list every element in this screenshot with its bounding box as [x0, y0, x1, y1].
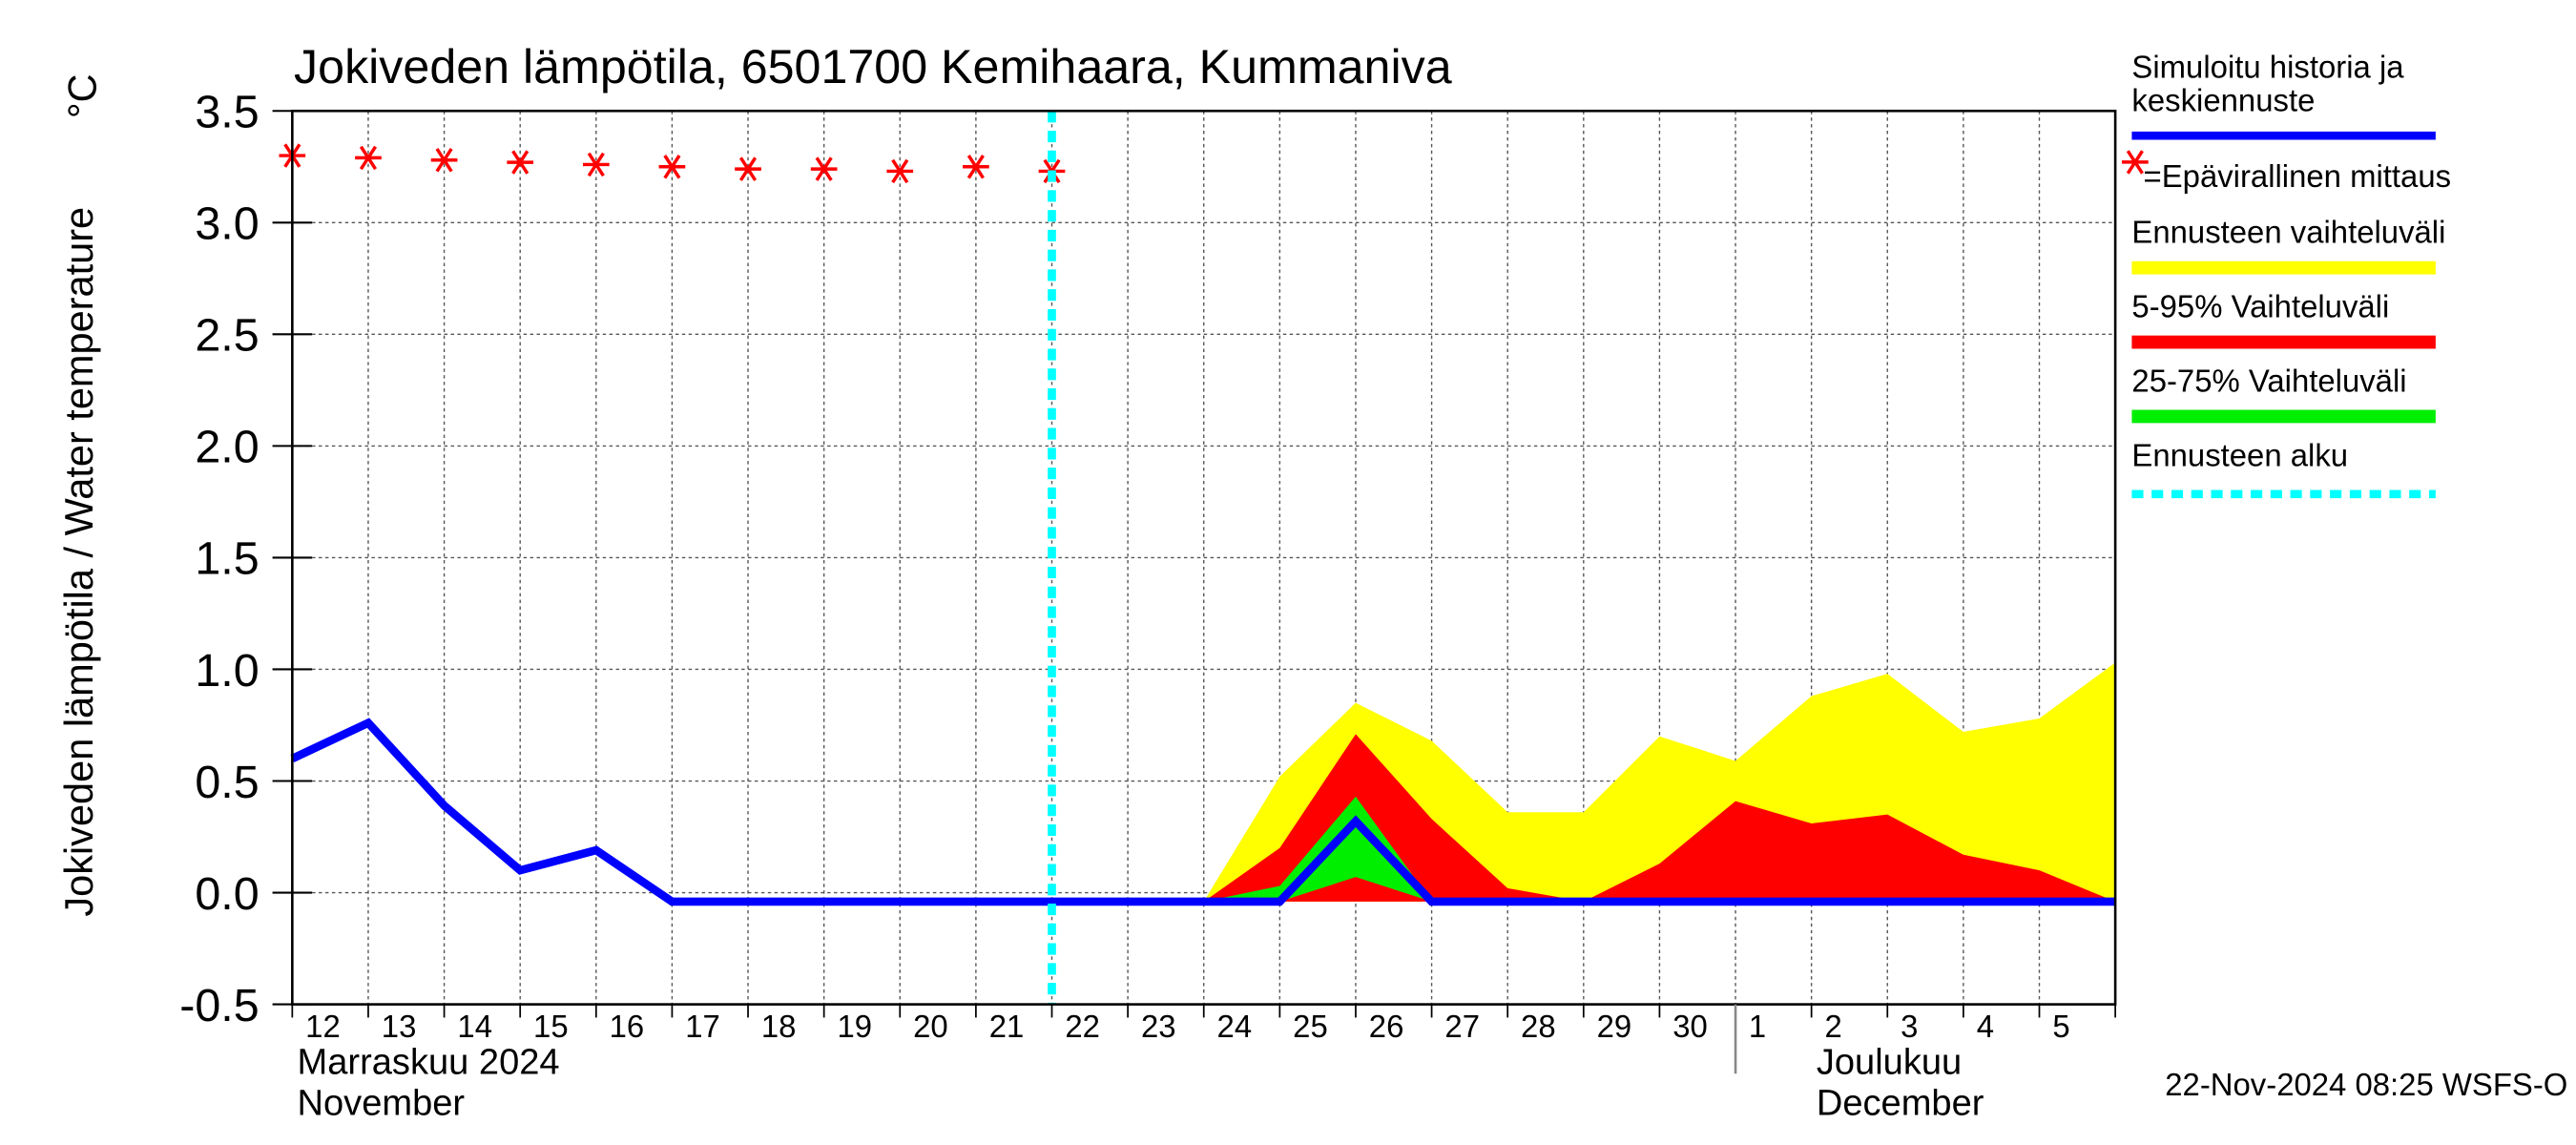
- month-label: Marraskuu 2024: [298, 1042, 560, 1082]
- x-tick-label: 13: [382, 1009, 417, 1044]
- y-tick-label: 2.0: [195, 422, 259, 473]
- range-band: [1203, 796, 1432, 902]
- x-tick-label: 21: [989, 1009, 1025, 1044]
- chart-title: Jokiveden lämpötila, 6501700 Kemihaara, …: [294, 40, 1452, 94]
- x-tick-label: 3: [1901, 1009, 1918, 1044]
- x-tick-label: 17: [685, 1009, 720, 1044]
- y-tick-label: 1.0: [195, 645, 259, 697]
- month-label: Joulukuu: [1817, 1042, 1962, 1082]
- y-tick-label: 2.5: [195, 310, 259, 362]
- x-tick-label: 2: [1824, 1009, 1841, 1044]
- x-tick-label: 4: [1977, 1009, 1994, 1044]
- measurement-marker: [735, 156, 761, 181]
- x-tick-label: 20: [913, 1009, 948, 1044]
- month-label-en: November: [298, 1084, 466, 1124]
- x-tick-label: 22: [1065, 1009, 1100, 1044]
- x-tick-label: 16: [610, 1009, 645, 1044]
- x-tick-label: 23: [1141, 1009, 1176, 1044]
- y-tick-label: 0.0: [195, 868, 259, 920]
- legend-label-box: Simuloitu historia ja keskiennuste: [2131, 52, 2404, 119]
- measurement-marker: [963, 155, 989, 179]
- x-tick-label: 12: [305, 1009, 341, 1044]
- y-tick-label: -0.5: [179, 980, 260, 1031]
- legend-swatch: [2131, 409, 2436, 424]
- y-tick-label: 1.5: [195, 533, 259, 585]
- x-tick-label: 30: [1672, 1009, 1708, 1044]
- x-tick-label: 28: [1521, 1009, 1556, 1044]
- legend-label: Ennusteen alku: [2131, 437, 2348, 472]
- y-tick-label: 3.5: [195, 87, 259, 138]
- x-tick-label: 5: [2052, 1009, 2069, 1044]
- x-tick-label: 1: [1749, 1009, 1766, 1044]
- range-band: [1203, 734, 2116, 902]
- x-tick-label: 18: [761, 1009, 797, 1044]
- legend-label: =Epävirallinen mittaus: [2144, 158, 2452, 194]
- legend-swatch: [2131, 260, 2436, 275]
- measurement-marker: [658, 155, 686, 179]
- measurement-marker: [507, 150, 534, 175]
- legend-label: Simuloitu historia ja keskiennuste: [2131, 52, 2404, 119]
- x-tick-label: 25: [1293, 1009, 1328, 1044]
- x-tick-label: 24: [1217, 1009, 1253, 1044]
- legend-label: 25-75% Vaihteluväli: [2131, 363, 2406, 398]
- measurement-marker: [886, 158, 914, 184]
- measurement-marker: [355, 145, 382, 171]
- measurement-marker: [430, 148, 458, 173]
- x-tick-label: 27: [1444, 1009, 1480, 1044]
- y-unit: °C: [59, 73, 104, 118]
- y-tick-label: 0.5: [195, 757, 259, 808]
- x-tick-label: 26: [1369, 1009, 1404, 1044]
- x-tick-label: 29: [1597, 1009, 1632, 1044]
- footer: 22-Nov-2024 08:25 WSFS-O: [2165, 1067, 2567, 1102]
- y-axis-label: Jokiveden lämpötila / Water temperature: [56, 207, 101, 917]
- legend-swatch: [2131, 335, 2436, 349]
- x-tick-label: 15: [533, 1009, 569, 1044]
- month-label-en: December: [1817, 1084, 1984, 1124]
- x-tick-label: 14: [457, 1009, 492, 1044]
- measurement-marker: [582, 152, 610, 177]
- legend-label: Ennusteen vaihteluväli: [2131, 215, 2445, 250]
- y-tick-label: 3.0: [195, 198, 259, 250]
- measurement-marker: [810, 156, 838, 181]
- legend-label: 5-95% Vaihteluväli: [2131, 289, 2389, 324]
- series-line: [290, 718, 2116, 906]
- legend-marker: [2122, 150, 2149, 175]
- x-tick-label: 19: [837, 1009, 872, 1044]
